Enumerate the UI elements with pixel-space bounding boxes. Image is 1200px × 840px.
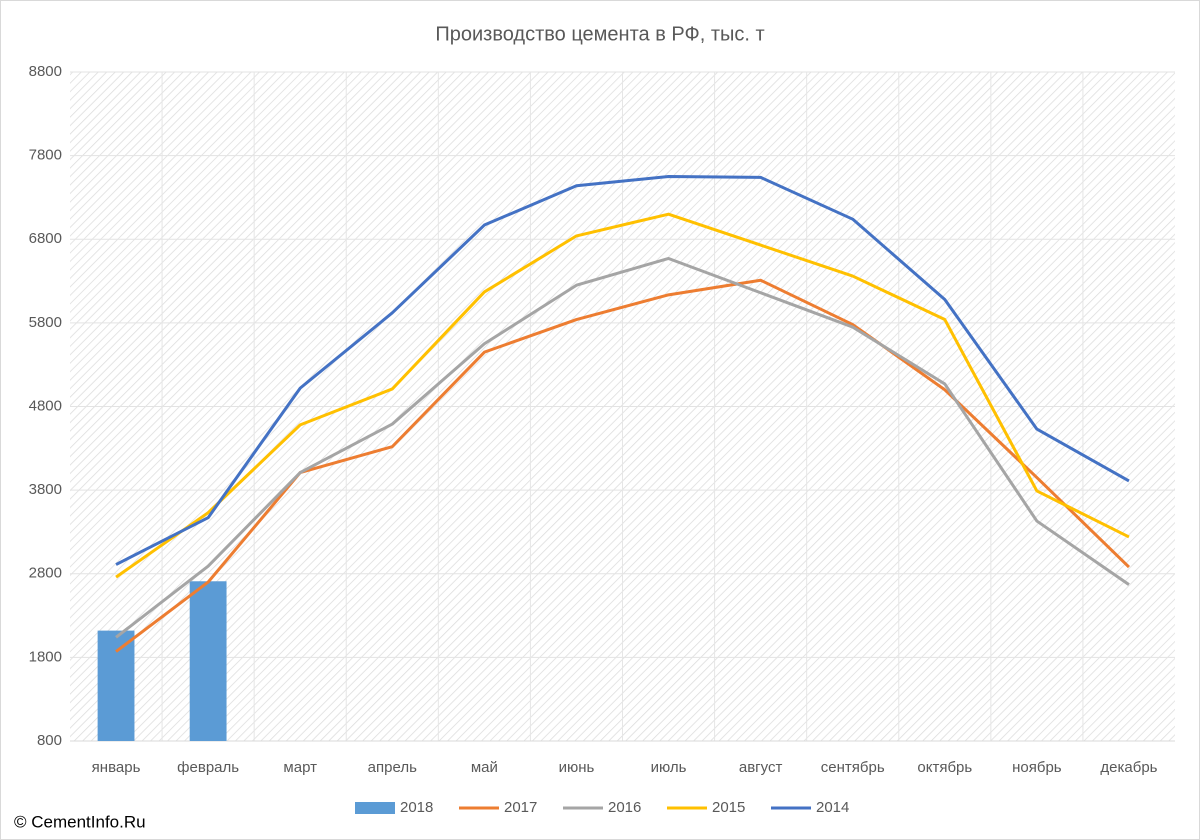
legend-label: 2016 <box>608 799 641 816</box>
bar <box>97 630 135 741</box>
x-tick-label: сентябрь <box>821 759 885 776</box>
x-tick-label: июль <box>651 759 687 776</box>
chart-title: Производство цемента в РФ, тыс. т <box>435 23 764 45</box>
x-tick-label: апрель <box>368 759 417 776</box>
legend-label: 2018 <box>400 799 433 816</box>
x-tick-label: февраль <box>177 759 239 776</box>
x-tick-label: август <box>739 759 783 776</box>
x-tick-label: май <box>471 759 498 776</box>
y-tick-label: 800 <box>37 732 62 749</box>
y-tick-label: 2800 <box>29 565 62 582</box>
line <box>115 256 1130 639</box>
source: © CementInfo.Ru <box>14 812 146 831</box>
x-tick-label: ноябрь <box>1012 759 1062 776</box>
x-tick-label: октябрь <box>917 759 972 776</box>
x-tick-label: декабрь <box>1100 759 1157 776</box>
line <box>115 212 1130 579</box>
y-tick-label: 5800 <box>29 314 62 331</box>
y-tick-label: 7800 <box>29 147 62 164</box>
bar <box>189 581 227 741</box>
legend-label: 2015 <box>712 799 745 816</box>
x-tick-label: июнь <box>559 759 595 776</box>
y-tick-label: 4800 <box>29 397 62 414</box>
legend-label: 2017 <box>504 799 537 816</box>
x-tick-label: март <box>283 759 317 776</box>
y-tick-label: 6800 <box>29 230 62 247</box>
x-tick-label: январь <box>92 759 141 776</box>
y-tick-label: 3800 <box>29 481 62 498</box>
legend-label: 2014 <box>816 799 849 816</box>
y-tick-label: 8800 <box>29 63 62 80</box>
y-tick-label: 1800 <box>29 648 62 665</box>
legend-swatch <box>355 802 395 814</box>
line <box>115 175 1130 566</box>
